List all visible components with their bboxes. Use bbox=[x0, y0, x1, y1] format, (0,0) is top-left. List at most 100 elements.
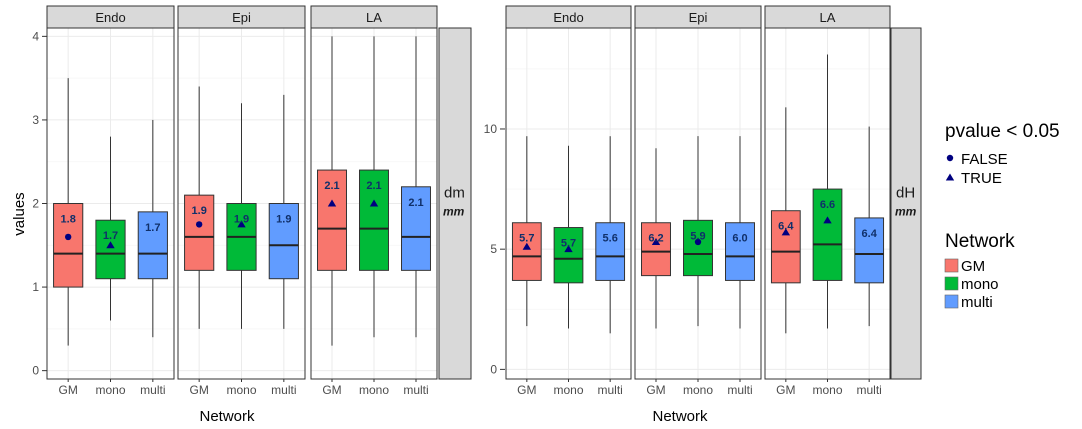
x-tick-label: mono bbox=[812, 383, 842, 397]
box-body bbox=[268, 203, 299, 280]
x-tick-label: multi bbox=[727, 383, 752, 397]
box-GM: 6.2 GM bbox=[641, 148, 671, 397]
box-body bbox=[184, 194, 215, 271]
box-body bbox=[53, 203, 84, 288]
facet-epi: Epi 6.2 GM 5.9 mono 6.0 multi bbox=[634, 5, 762, 397]
facet-strip-label: Endo bbox=[553, 10, 583, 25]
value-label: 6.2 bbox=[648, 233, 663, 245]
legend-false-circle-icon bbox=[946, 154, 954, 162]
box-multi: 6.4 multi bbox=[854, 126, 885, 397]
x-tick-label: GM bbox=[58, 383, 77, 397]
mean-triangle-marker bbox=[564, 245, 573, 253]
legend-true-label: TRUE bbox=[961, 170, 1002, 187]
legend-multi-swatch bbox=[944, 294, 959, 309]
legend-false-label: FALSE bbox=[961, 151, 1008, 168]
facet-strip-label: Epi bbox=[689, 10, 708, 25]
box-body bbox=[725, 222, 755, 281]
value-label: 2.1 bbox=[408, 197, 423, 209]
network-legend-title: Network bbox=[945, 231, 1015, 252]
box-body bbox=[854, 217, 885, 284]
box-body bbox=[553, 227, 584, 284]
legend-gm-label: GM bbox=[961, 258, 985, 275]
right-strip: dH mm bbox=[890, 27, 922, 380]
y-axis-title: values bbox=[11, 192, 28, 235]
value-label: 5.7 bbox=[561, 238, 576, 250]
mean-triangle-marker bbox=[369, 199, 379, 207]
x-tick-label: multi bbox=[271, 383, 296, 397]
legend-mono-swatch bbox=[944, 276, 959, 291]
mean-circle-marker bbox=[195, 221, 203, 228]
box-body bbox=[511, 222, 542, 281]
y-tick-label: 1 bbox=[32, 280, 39, 294]
mean-triangle-marker bbox=[823, 216, 832, 224]
x-tick-label: multi bbox=[856, 383, 881, 397]
legend-multi-label: multi bbox=[961, 294, 993, 311]
right-strip-label: dH bbox=[896, 185, 915, 202]
panel-border bbox=[505, 27, 632, 380]
x-tick-label: mono bbox=[359, 383, 389, 397]
value-label: 6.4 bbox=[862, 228, 878, 240]
facet-strip-label: LA bbox=[820, 10, 836, 25]
value-label: 2.1 bbox=[366, 180, 381, 192]
x-tick-label: multi bbox=[140, 383, 165, 397]
right-plot: Endo5.7GM5.7mono5.6multiEpi6.2GM5.9mono6… bbox=[484, 5, 922, 425]
facet-endo: Endo 1.8 GM 1.7 mono 1.7 multi bbox=[46, 5, 175, 397]
mean-triangle-marker bbox=[106, 241, 115, 249]
value-label: 1.9 bbox=[192, 205, 207, 217]
box-body bbox=[641, 222, 671, 277]
panel-border bbox=[764, 27, 891, 380]
y-tick-label: 10 bbox=[484, 122, 498, 136]
box-body bbox=[812, 188, 843, 281]
facet-strip-label: Endo bbox=[95, 10, 125, 25]
x-tick-label: multi bbox=[597, 383, 622, 397]
box-mono: 2.1 mono bbox=[359, 36, 389, 397]
box-mono: 1.7 mono bbox=[95, 136, 126, 397]
x-tick-label: GM bbox=[322, 383, 341, 397]
facet-strip-label: LA bbox=[366, 10, 382, 25]
panel-border bbox=[310, 27, 438, 380]
x-tick-label: GM bbox=[646, 383, 665, 397]
x-tick-label: GM bbox=[189, 383, 208, 397]
right-strip-label: dm bbox=[444, 185, 465, 202]
legend-mono-label: mono bbox=[961, 276, 999, 293]
legend: pvalue < 0.05 FALSE TRUE Network GM mono… bbox=[944, 121, 1060, 311]
box-body bbox=[137, 211, 168, 280]
x-axis-title: Network bbox=[199, 408, 255, 425]
y-tick-label: 3 bbox=[32, 113, 39, 127]
mean-circle-marker bbox=[694, 238, 702, 246]
box-GM: 1.8 GM bbox=[53, 78, 84, 397]
value-label: 6.4 bbox=[778, 221, 794, 233]
x-tick-label: multi bbox=[403, 383, 428, 397]
box-body bbox=[683, 219, 713, 277]
legend-true-triangle-icon bbox=[945, 173, 955, 181]
box-GM: 6.4 GM bbox=[770, 107, 801, 397]
right-strip-unit: mm bbox=[443, 205, 465, 219]
value-label: 1.9 bbox=[234, 214, 249, 226]
left-plot: Endo1.8GM1.7mono1.7multiEpi1.9GM1.9mono1… bbox=[11, 5, 472, 425]
box-multi: 2.1 multi bbox=[401, 36, 431, 397]
mean-triangle-marker bbox=[781, 228, 791, 236]
y-tick-label: 5 bbox=[490, 242, 497, 256]
x-tick-label: mono bbox=[95, 383, 125, 397]
x-axis-title: Network bbox=[652, 408, 708, 425]
value-label: 5.7 bbox=[519, 233, 534, 245]
mean-circle-marker bbox=[64, 233, 72, 241]
x-tick-label: GM bbox=[776, 383, 795, 397]
box-multi: 1.9 multi bbox=[268, 94, 299, 397]
box-mono: 5.7 mono bbox=[553, 145, 584, 397]
value-label: 6.6 bbox=[820, 199, 835, 211]
y-tick-label: 0 bbox=[490, 362, 497, 376]
value-label: 6.0 bbox=[732, 233, 747, 245]
facet-la: LA 2.1 GM 2.1 mono 2.1 multi bbox=[310, 5, 438, 397]
value-label: 1.8 bbox=[61, 214, 76, 226]
mean-triangle-marker bbox=[237, 220, 246, 228]
mean-triangle-marker bbox=[327, 199, 337, 207]
box-body bbox=[317, 169, 347, 271]
pvalue-legend-title: pvalue < 0.05 bbox=[945, 121, 1060, 142]
facet-la: LA 6.4 GM 6.6 mono 6.4 multi bbox=[764, 5, 891, 397]
box-mono: 5.9 mono bbox=[683, 136, 713, 397]
box-multi: 5.6 multi bbox=[595, 136, 626, 397]
y-axis: 0 1 2 3 4 values bbox=[11, 29, 47, 378]
mean-triangle-marker bbox=[522, 242, 532, 250]
